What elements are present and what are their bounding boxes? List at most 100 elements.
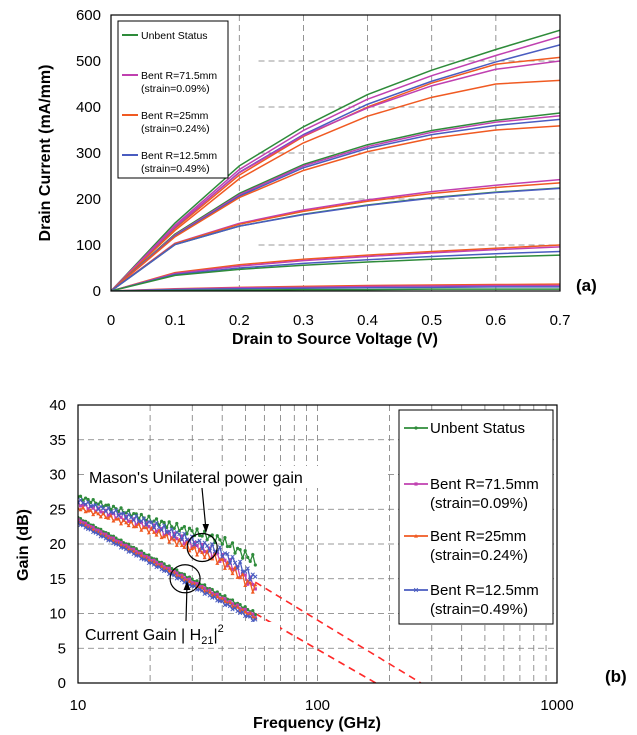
panel-b-marker xyxy=(179,537,185,542)
panel-b-marker xyxy=(202,540,207,545)
panel-b-marker xyxy=(223,594,227,598)
panel-b-marker xyxy=(251,612,255,616)
panel-b-marker xyxy=(136,522,141,526)
panel-b-marker xyxy=(144,521,148,525)
panel-b-marker xyxy=(248,577,253,582)
panel-a-x-tick-label: 0.2 xyxy=(229,312,250,329)
panel-b-marker xyxy=(235,565,240,571)
panel-b-marker xyxy=(123,516,129,521)
panel-b-marker xyxy=(222,566,227,570)
panel-b-marker xyxy=(218,559,222,563)
panel-b-marker xyxy=(225,551,230,557)
panel-b-marker xyxy=(159,567,164,572)
panel-b-legend-label: Unbent Status xyxy=(430,420,525,437)
panel-b-marker xyxy=(134,547,138,551)
panel-b-marker xyxy=(169,527,174,532)
current-gain-arrow-head xyxy=(183,581,191,590)
panel-b-y-tick-labels: 0 5 10 15 20 25 30 35 40 xyxy=(49,397,66,692)
panel-a-y-tick-label: 600 xyxy=(76,7,101,24)
panel-b-marker xyxy=(106,505,111,511)
panel-b-highlight-circle xyxy=(186,532,218,563)
panel-a-y-tick-label: 0 xyxy=(93,283,101,300)
panel-b-marker xyxy=(127,542,131,546)
panel-b-marker xyxy=(93,510,98,514)
panel-b-marker xyxy=(131,518,136,523)
panel-b-marker xyxy=(159,562,164,566)
panel-b-marker xyxy=(207,548,212,554)
panel-b-marker xyxy=(414,482,418,486)
mason-annotation-arrow xyxy=(201,487,207,531)
panel-b-marker xyxy=(174,543,179,547)
panel-b-extrapolation-line xyxy=(254,581,422,683)
panel-b-legend-sublabel: (strain=0.24%) xyxy=(430,547,528,564)
panel-b-plot-frame xyxy=(77,404,558,684)
panel-a-series-line xyxy=(111,79,560,291)
panel-a-y-tick-labels: 0 100 200 300 400 500 600 xyxy=(76,7,101,300)
panel-b-marker xyxy=(233,551,237,555)
panel-b-y-tick-label: 15 xyxy=(49,571,66,588)
panel-b-marker xyxy=(167,566,171,571)
panel-b-series xyxy=(78,494,422,683)
panel-b-marker xyxy=(230,541,235,545)
panel-b-marker xyxy=(251,582,255,587)
panel-b-x-tick-label: 1000 xyxy=(540,697,573,714)
panel-b-marker xyxy=(101,511,106,516)
panel-b-marker xyxy=(131,551,136,557)
panel-b-marker xyxy=(119,515,123,519)
panel-b-series xyxy=(78,520,258,623)
panel-b-marker xyxy=(81,505,86,510)
panel-b-marker xyxy=(212,552,217,556)
panel-b-y-tick-label: 40 xyxy=(49,397,66,414)
panel-b-marker xyxy=(197,533,202,538)
panel-b-marker xyxy=(243,609,248,614)
panel-b-marker xyxy=(162,562,166,566)
panel-a-series-line xyxy=(111,182,560,291)
panel-b-marker xyxy=(83,496,88,500)
panel-b-marker xyxy=(151,559,156,564)
panel-b-marker xyxy=(167,564,171,568)
panel-b-marker xyxy=(151,525,157,531)
panel-b-marker xyxy=(203,586,207,590)
panel-b-marker xyxy=(141,525,146,529)
panel-b-marker xyxy=(225,597,230,601)
panel-b-marker xyxy=(99,510,103,514)
panel-b-marker xyxy=(175,571,179,575)
mason-arrow-head xyxy=(202,524,209,533)
panel-b-marker xyxy=(212,594,217,600)
panel-b-marker xyxy=(195,582,199,586)
panel-b-marker xyxy=(111,504,116,508)
panel-b-marker xyxy=(134,524,139,529)
panel-b-marker xyxy=(243,549,247,553)
panel-a-x-tick-label: 0.4 xyxy=(357,312,378,329)
panel-b-marker xyxy=(253,574,258,579)
panel-b-marker xyxy=(238,607,242,611)
panel-a-series-line xyxy=(111,112,560,291)
panel-a-grid xyxy=(238,15,560,291)
panel-b-y-tick-label: 10 xyxy=(49,606,66,623)
panel-b-marker xyxy=(243,583,248,588)
panel-b-marker xyxy=(187,548,192,553)
panel-a-legend-sublabel: (strain=0.49%) xyxy=(141,163,210,175)
panel-b-marker xyxy=(220,557,225,561)
panel-b-marker xyxy=(195,543,199,548)
panel-b-marker xyxy=(210,595,215,600)
panel-b-x-tick-label: 100 xyxy=(305,697,330,714)
panel-b-marker xyxy=(215,534,219,538)
panel-b-marker xyxy=(208,546,212,550)
panel-b-marker xyxy=(88,508,93,512)
panel-b-marker xyxy=(225,560,230,564)
panel-b-marker xyxy=(119,506,123,510)
panel-b-marker xyxy=(159,527,164,531)
panel-b-marker xyxy=(106,503,110,507)
panel-b-marker xyxy=(104,503,108,507)
panel-b-legend-label: Bent R=12.5mm xyxy=(430,582,539,599)
panel-b-marker xyxy=(228,558,232,562)
panel-b-marker xyxy=(227,561,233,566)
panel-b-y-tick-label: 20 xyxy=(49,536,66,553)
panel-b-marker xyxy=(106,531,110,536)
panel-b-marker xyxy=(223,558,227,562)
panel-b-marker xyxy=(164,530,169,535)
panel-b-marker xyxy=(215,551,219,555)
panel-b-marker xyxy=(172,534,177,539)
panel-a-legend-label: Bent R=12.5mm xyxy=(141,150,217,162)
